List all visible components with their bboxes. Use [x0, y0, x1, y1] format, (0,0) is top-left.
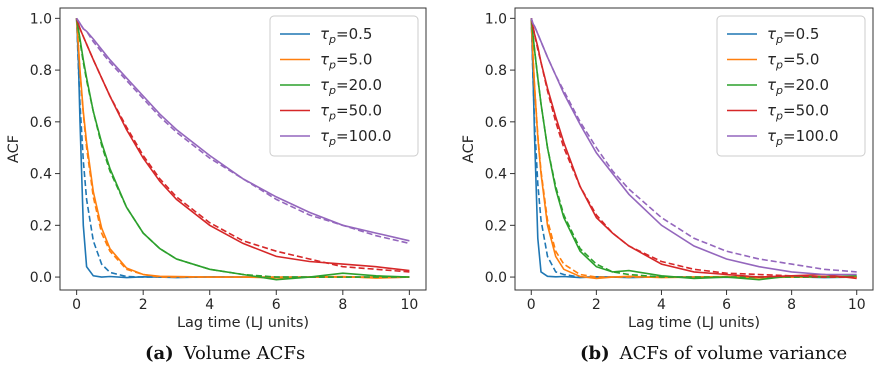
caption-b: (b) ACFs of volume variance — [580, 343, 847, 364]
caption-b-text: ACFs of volume variance — [619, 343, 848, 364]
plot-frame — [514, 7, 874, 291]
legend-label: τp=20.0 — [767, 76, 829, 97]
plot-frame — [59, 7, 427, 291]
x-tick-label: 4 — [205, 297, 214, 313]
x-axis-label: Lag time (LJ units) — [177, 315, 309, 331]
series-fit-line-4 — [75, 17, 410, 245]
y-tick-label: 0.2 — [30, 218, 52, 234]
legend-label: τp=50.0 — [767, 102, 829, 123]
panel-a-chart: 0 2 4 6 8 10 0.0 0.2 0.4 0.6 0.8 1.0 Lag time (LJ un… — [6, 7, 427, 331]
x-tick-label: 6 — [722, 297, 731, 313]
y-tick-label: 1.0 — [30, 11, 52, 27]
series-fit-line-2 — [75, 18, 410, 278]
x-tick-label: 0 — [72, 297, 81, 313]
x-axis-label: Lag time (LJ units) — [628, 315, 760, 331]
legend-label: τp=0.5 — [767, 25, 819, 46]
series-fit-line-3 — [530, 18, 857, 278]
x-tick-label: 6 — [272, 297, 281, 313]
y-tick-label: 0.8 — [30, 63, 52, 79]
caption-a: (a) Volume ACFs — [145, 343, 305, 364]
legend-label: τp=5.0 — [767, 51, 819, 72]
x-tick-label: 10 — [848, 297, 866, 313]
series-fit-line-4 — [530, 18, 857, 273]
y-axis-label: ACF — [6, 135, 22, 163]
legend-label: τp=5.0 — [320, 51, 372, 72]
x-tick-label: 2 — [592, 297, 601, 313]
y-tick-label: 0.0 — [30, 270, 52, 286]
y-tick-label: 1.0 — [485, 11, 507, 27]
y-tick-label: 0.2 — [485, 218, 507, 234]
series-fit-line-3 — [75, 18, 410, 273]
y-tick-label: 0.4 — [30, 167, 52, 183]
legend-label: τp=100.0 — [767, 127, 839, 148]
legend-label: τp=20.0 — [320, 76, 382, 97]
legend — [716, 15, 866, 157]
x-tick-label: 10 — [400, 297, 418, 313]
legend-label: τp=0.5 — [320, 25, 372, 46]
y-axis-label: ACF — [461, 135, 477, 163]
y-tick-label: 0.6 — [30, 115, 52, 131]
legend-label: τp=50.0 — [320, 102, 382, 123]
caption-a-tag: (a) — [145, 343, 174, 364]
caption-b-tag: (b) — [580, 343, 610, 364]
y-tick-label: 0.6 — [485, 115, 507, 131]
caption-a-text: Volume ACFs — [183, 343, 306, 364]
x-tick-label: 4 — [657, 297, 666, 313]
y-tick-label: 0.0 — [485, 270, 507, 286]
x-tick-label: 2 — [139, 297, 148, 313]
legend-label: τp=100.0 — [320, 127, 392, 148]
series-line-4 — [530, 18, 857, 276]
x-tick-label: 8 — [787, 297, 796, 313]
panel-b-chart: 0 2 4 6 8 10 0.0 0.2 0.4 0.6 0.8 1.0 Lag time (LJ un… — [461, 7, 874, 331]
x-tick-label: 8 — [338, 297, 347, 313]
y-tick-label: 0.4 — [485, 167, 507, 183]
y-tick-label: 0.8 — [485, 63, 507, 79]
legend — [269, 15, 419, 157]
x-tick-label: 0 — [527, 297, 536, 313]
